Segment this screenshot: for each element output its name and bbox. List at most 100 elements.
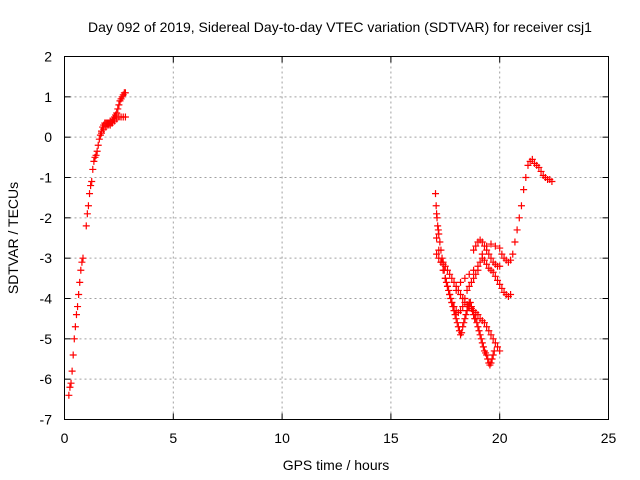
x-tick-label: 20 — [492, 430, 508, 446]
y-tick-label: 2 — [44, 49, 52, 65]
data-point — [82, 222, 90, 230]
series-evening — [432, 155, 556, 369]
data-point — [461, 274, 469, 282]
data-point — [441, 274, 449, 282]
data-points — [65, 89, 556, 399]
data-point — [87, 182, 95, 190]
data-point — [480, 319, 488, 327]
data-point — [494, 343, 502, 351]
data-point — [448, 274, 456, 282]
data-point — [483, 323, 491, 331]
data-point — [66, 383, 74, 391]
data-point — [528, 155, 536, 163]
data-point — [517, 202, 525, 210]
data-point — [113, 109, 121, 117]
grid — [64, 56, 609, 420]
data-point — [447, 295, 455, 302]
data-point — [97, 129, 105, 137]
plot-frame — [64, 56, 609, 420]
data-point — [465, 282, 473, 290]
data-point — [121, 89, 129, 97]
y-axis-label: SDTVAR / TECUs — [5, 182, 21, 294]
x-tick-label: 10 — [274, 430, 290, 446]
data-point — [89, 165, 97, 173]
data-point — [487, 331, 495, 339]
data-point — [115, 101, 123, 109]
data-point — [432, 202, 440, 210]
data-point — [487, 240, 495, 248]
data-point — [70, 335, 78, 343]
data-point — [94, 141, 102, 149]
data-point — [442, 278, 450, 286]
data-point — [515, 214, 523, 222]
data-point — [470, 266, 478, 274]
data-point — [452, 286, 460, 294]
data-point — [433, 250, 441, 258]
data-point — [446, 270, 454, 278]
data-point — [465, 270, 473, 278]
data-point — [83, 210, 91, 218]
data-point — [459, 295, 467, 302]
data-point — [475, 327, 483, 335]
data-point — [433, 234, 441, 242]
data-point — [496, 347, 504, 355]
data-point — [463, 286, 471, 294]
data-point — [78, 258, 86, 266]
data-point — [513, 226, 521, 234]
data-point — [121, 113, 129, 121]
data-point — [86, 190, 94, 198]
data-point — [472, 270, 480, 278]
data-point — [434, 222, 442, 230]
data-point — [467, 278, 475, 286]
data-point — [478, 238, 486, 246]
data-point — [535, 163, 543, 171]
data-point — [65, 391, 73, 399]
data-point — [443, 266, 451, 274]
data-point — [69, 351, 77, 359]
data-point — [479, 343, 487, 351]
x-tick-label: 0 — [61, 430, 69, 446]
data-point — [450, 303, 458, 311]
data-point — [487, 359, 495, 367]
y-tick-label: -3 — [40, 250, 53, 266]
series-morning — [65, 89, 129, 399]
data-point — [95, 135, 103, 143]
data-point — [92, 151, 100, 159]
data-point — [483, 260, 491, 268]
data-point — [72, 311, 80, 319]
x-axis-label: GPS time / hours — [283, 457, 390, 473]
data-point — [496, 280, 504, 288]
x-tick-labels: 0 5 10 15 20 25 — [61, 430, 617, 446]
data-point — [491, 339, 499, 347]
data-point — [461, 315, 469, 323]
data-point — [441, 262, 449, 270]
data-point — [435, 230, 443, 238]
data-point — [472, 242, 480, 250]
data-point — [478, 339, 486, 347]
data-point — [93, 147, 101, 155]
x-tick-label: 5 — [169, 430, 177, 446]
data-point — [462, 311, 470, 319]
axis-ticks — [64, 56, 609, 420]
y-tick-label: -7 — [40, 412, 53, 428]
data-point — [474, 323, 482, 331]
data-point — [446, 290, 454, 298]
data-point — [71, 323, 79, 331]
data-point — [487, 254, 495, 262]
data-point — [77, 266, 85, 274]
data-point — [448, 299, 456, 307]
data-point — [489, 268, 497, 276]
data-point — [509, 250, 517, 258]
data-point — [435, 246, 443, 254]
data-point — [459, 303, 467, 311]
data-point — [483, 351, 491, 359]
data-point — [436, 238, 444, 246]
data-point — [458, 329, 466, 337]
data-point — [75, 290, 83, 298]
data-point — [76, 278, 84, 286]
data-point — [450, 278, 458, 286]
data-point — [548, 178, 556, 186]
y-tick-label: -1 — [40, 170, 53, 186]
data-point — [453, 319, 461, 327]
